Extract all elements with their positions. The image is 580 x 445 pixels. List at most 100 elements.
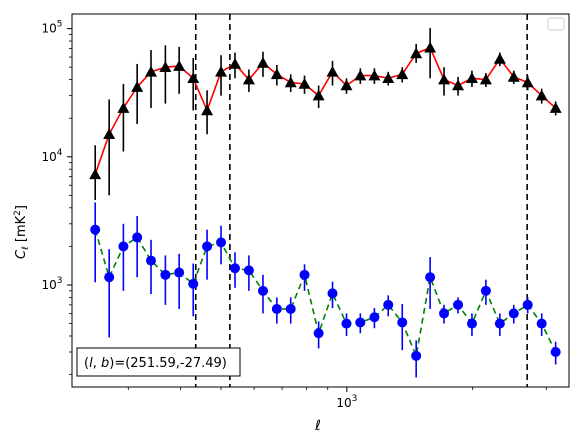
annotation-text: (l, b)=(251.59,-27.49) bbox=[84, 356, 227, 371]
series-1-point bbox=[453, 299, 464, 310]
y-tick-label: 104 bbox=[41, 148, 62, 164]
series-1-point bbox=[271, 303, 282, 314]
series-1-point bbox=[494, 318, 505, 329]
series-1-point bbox=[216, 237, 227, 248]
series-0-point bbox=[131, 81, 144, 92]
series-1-point bbox=[550, 347, 561, 358]
series-1-point bbox=[439, 308, 450, 319]
series-0-point bbox=[312, 89, 325, 101]
x-axis-label: ℓ bbox=[314, 418, 321, 434]
series-0-point bbox=[410, 47, 423, 59]
series-0-point bbox=[117, 102, 130, 113]
x-tick-label: 103 bbox=[336, 394, 357, 410]
series-1-point bbox=[257, 285, 268, 296]
series-0-point bbox=[535, 89, 548, 101]
series-0-point bbox=[438, 73, 451, 85]
series-0-point bbox=[326, 65, 339, 77]
series-0-point bbox=[507, 70, 520, 82]
series-1-point bbox=[466, 318, 477, 329]
y-tick-label: 103 bbox=[41, 276, 62, 292]
series-1-point bbox=[522, 299, 533, 310]
series-0-point bbox=[145, 65, 158, 77]
series-0-point bbox=[173, 60, 186, 71]
series-0-point bbox=[493, 52, 506, 64]
y-tick-label-exp: 3 bbox=[57, 276, 63, 286]
series-1-point bbox=[118, 241, 129, 252]
series-0-point bbox=[521, 76, 534, 88]
series-1-point bbox=[285, 303, 296, 314]
annotation-comma: , bbox=[93, 356, 101, 371]
series-layer bbox=[89, 28, 562, 378]
series-0-point bbox=[187, 72, 200, 84]
series-1-point bbox=[243, 265, 254, 276]
annotation-value: =(251.59,-27.49) bbox=[114, 356, 227, 371]
series-0-point bbox=[270, 68, 283, 80]
series-1-point bbox=[313, 328, 324, 339]
series-1-point bbox=[90, 224, 101, 235]
series-1-point bbox=[480, 285, 491, 296]
y-axis-label: Cℓ [mK2] bbox=[13, 205, 31, 259]
annotation-box bbox=[76, 347, 241, 377]
legend-box bbox=[547, 17, 565, 31]
series-0-point bbox=[215, 65, 228, 77]
annotation-b: b bbox=[101, 356, 109, 371]
series-0-point bbox=[340, 79, 353, 91]
series-0-point bbox=[354, 69, 367, 81]
series-0-point bbox=[549, 102, 562, 113]
series-0 bbox=[89, 28, 562, 201]
series-0-point bbox=[452, 79, 465, 91]
series-0-point bbox=[424, 41, 437, 53]
series-0-point bbox=[228, 57, 241, 69]
annotation-open: ( bbox=[84, 356, 89, 371]
series-1-line bbox=[94, 229, 557, 359]
y-tick-label: 105 bbox=[41, 20, 62, 36]
series-0-point bbox=[368, 69, 381, 81]
series-1-point bbox=[341, 318, 352, 329]
series-1-point bbox=[508, 308, 519, 319]
series-1-point bbox=[160, 269, 171, 280]
series-1-point bbox=[146, 255, 157, 266]
series-1-point bbox=[104, 272, 115, 283]
series-0-point bbox=[89, 168, 102, 180]
y-tick-label-base: 10 bbox=[41, 278, 56, 292]
series-1-point bbox=[174, 267, 185, 278]
y-tick-label-base: 10 bbox=[41, 150, 56, 164]
series-1 bbox=[90, 202, 561, 378]
series-1-point bbox=[383, 299, 394, 310]
x-tick-label-exp: 3 bbox=[352, 394, 358, 404]
y-label-sub: ℓ bbox=[21, 246, 31, 251]
series-1-point bbox=[188, 278, 199, 289]
series-0-point bbox=[298, 77, 311, 89]
series-1-point bbox=[229, 263, 240, 274]
series-0-point bbox=[479, 73, 492, 85]
series-0-point bbox=[465, 72, 478, 84]
series-1-point bbox=[202, 241, 213, 252]
series-0-point bbox=[103, 128, 116, 140]
y-label-unit-close: ] bbox=[14, 205, 29, 210]
annotation: (l, b)=(251.59,-27.49) bbox=[76, 347, 241, 377]
y-label-main: C bbox=[14, 249, 29, 259]
series-0-line bbox=[94, 46, 557, 175]
y-label-unit-sup: 2 bbox=[13, 210, 23, 216]
annotation-close: ) bbox=[109, 356, 114, 371]
series-1-point bbox=[132, 232, 143, 243]
series-1-point bbox=[536, 318, 547, 329]
series-1-point bbox=[425, 272, 436, 283]
series-0-point bbox=[382, 72, 395, 84]
series-0-point bbox=[256, 56, 269, 68]
y-tick-label-exp: 5 bbox=[57, 20, 63, 30]
series-0-point bbox=[396, 68, 409, 80]
series-1-point bbox=[299, 269, 310, 280]
y-tick-label-exp: 4 bbox=[57, 148, 63, 158]
series-0-point bbox=[242, 73, 255, 85]
series-1-point bbox=[411, 350, 422, 361]
y-label-unit: [mK bbox=[14, 215, 29, 242]
series-1-point bbox=[397, 317, 408, 328]
annotation-l: l bbox=[89, 356, 93, 371]
series-1-point bbox=[327, 288, 338, 299]
series-1-point bbox=[355, 317, 366, 328]
series-0-point bbox=[284, 76, 297, 88]
